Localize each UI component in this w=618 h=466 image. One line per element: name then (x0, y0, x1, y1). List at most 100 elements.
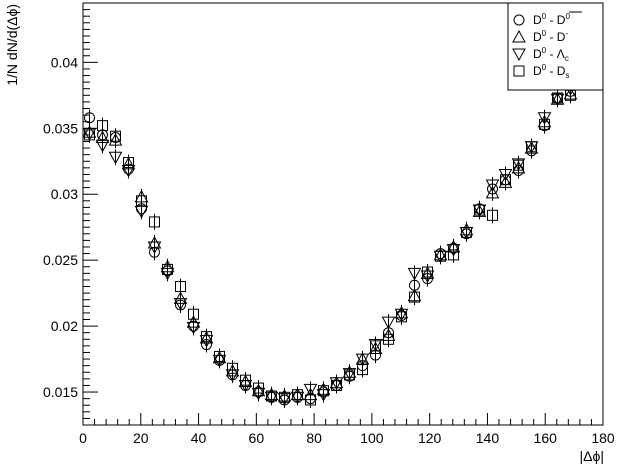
data-point (459, 222, 474, 236)
data-point (316, 389, 331, 402)
data-point (292, 389, 303, 401)
data-point (199, 330, 214, 344)
data-point (461, 226, 472, 238)
x-tick-label: 80 (306, 430, 322, 446)
data-point (368, 341, 383, 355)
legend-particle: D (557, 64, 566, 78)
data-point (500, 174, 511, 186)
data-point (305, 394, 316, 406)
data-point (383, 333, 394, 345)
data-point (539, 118, 550, 130)
legend-particle: Λ (557, 47, 565, 61)
data-point (446, 239, 461, 253)
data-point (227, 362, 238, 374)
y-tick-label: 0.03 (51, 186, 78, 202)
data-point (331, 379, 342, 391)
data-point (201, 331, 212, 343)
x-tick-label: 60 (249, 430, 265, 446)
data-point (225, 363, 240, 377)
data-point (212, 354, 227, 368)
data-point (175, 281, 186, 293)
data-point (550, 93, 565, 107)
data-point (97, 129, 108, 141)
legend-label: D0 - Λc (533, 46, 569, 63)
data-point (95, 130, 110, 144)
x-tick-label: 140 (476, 430, 500, 446)
data-point (84, 112, 95, 124)
data-point (537, 114, 552, 128)
data-point (149, 216, 160, 228)
legend-particle: D (557, 13, 566, 27)
data-point (251, 387, 266, 401)
data-point (173, 291, 188, 304)
data-point (303, 383, 318, 397)
data-point (381, 328, 396, 341)
y-axis-ticks: 0.015 0.02 0.025 0.03 0.035 0.04 (43, 9, 98, 419)
x-tick-label: 180 (591, 430, 615, 446)
data-point (186, 321, 201, 335)
data-point (318, 385, 329, 397)
data-point (537, 112, 552, 125)
legend-label: D0 - D- (533, 29, 568, 44)
legend-marker (513, 65, 525, 77)
data-point (448, 242, 459, 254)
data-point (448, 249, 459, 261)
data-point (225, 369, 240, 382)
legend-marker (513, 14, 525, 26)
data-point (498, 175, 513, 188)
data-point (264, 391, 279, 405)
data-point (344, 369, 355, 381)
data-point (433, 247, 448, 261)
data-point (82, 128, 97, 141)
data-points (82, 83, 578, 406)
data-point (420, 270, 435, 284)
data-point (422, 266, 433, 278)
data-point (238, 374, 253, 387)
x-axis-label: |Δϕ| (580, 448, 604, 464)
data-point (342, 368, 357, 381)
data-point (212, 350, 227, 364)
y-tick-label: 0.025 (43, 252, 78, 268)
data-point (134, 189, 149, 203)
data-point (266, 390, 277, 402)
data-point (409, 291, 420, 303)
data-point (121, 156, 136, 170)
data-point (162, 263, 173, 275)
data-point (329, 377, 344, 390)
data-point (370, 340, 381, 352)
y-tick-label: 0.04 (51, 54, 78, 70)
data-point (487, 209, 498, 221)
data-point (485, 185, 500, 199)
x-tick-label: 0 (79, 430, 87, 446)
data-point (381, 316, 396, 330)
data-point (279, 391, 290, 403)
data-point (149, 246, 160, 258)
x-tick-label: 20 (133, 430, 149, 446)
data-point (188, 308, 199, 320)
y-tick-label: 0.035 (43, 120, 78, 136)
data-point (563, 86, 578, 100)
data-point (84, 129, 95, 141)
data-point (407, 288, 422, 302)
data-point (526, 141, 537, 153)
data-point (240, 374, 251, 386)
data-point (511, 158, 526, 171)
legend-particle: D (557, 30, 566, 44)
data-point (357, 364, 368, 376)
legend-marker (512, 48, 526, 62)
data-point (95, 139, 110, 153)
data-point (134, 205, 149, 219)
data-point (474, 204, 485, 216)
data-point (108, 133, 123, 146)
legend-label: D0 - D0 (533, 12, 570, 27)
data-point (420, 266, 435, 279)
data-point (160, 267, 175, 281)
data-point (368, 339, 383, 352)
data-point (552, 92, 563, 104)
x-tick-label: 120 (418, 430, 442, 446)
y-axis-label: 1/N dN/d(Δϕ) (4, 4, 20, 86)
data-point (485, 179, 500, 193)
data-point (147, 235, 162, 249)
data-point (201, 339, 212, 351)
